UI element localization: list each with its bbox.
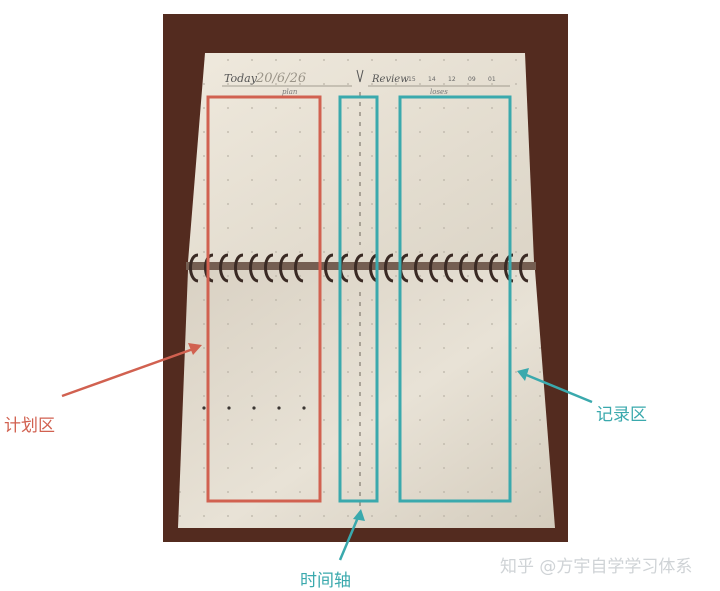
spiral-ring [429,253,439,283]
hour-label: 14 [428,76,436,83]
hour-label: 15 [408,76,416,83]
hour-label: 09 [468,76,476,83]
spiral-ring [354,253,364,283]
spiral-ring [489,253,499,283]
hour-label: 01 [488,76,496,83]
spiral-ring [234,253,244,283]
spiral-ring [384,253,394,283]
today-label: Today [224,72,258,85]
spiral-ring [459,253,469,283]
spiral-ring [414,253,424,283]
plan-area-label: 计划区 [4,416,55,436]
spiral-ring [219,253,229,283]
spiral-ring [279,253,289,283]
review-label: Review [371,74,409,85]
time-axis-label: 时间轴 [300,571,351,591]
time-axis-box [338,95,379,503]
spiral-ring [264,253,274,283]
spiral-ring [474,253,484,283]
spiral-ring [444,253,454,283]
hour-label: 12 [448,76,456,83]
record-area-label: 记录区 [596,405,647,425]
spiral-ring [324,253,334,283]
watermark: 知乎 @方宇自学学习体系 [500,557,693,577]
spiral-ring [294,253,304,283]
spiral-ring [204,253,214,283]
plan-label: plan [282,88,298,96]
record-area-box [398,95,512,503]
spiral-ring [189,253,199,283]
plan-arrow [61,346,197,398]
date-text: 20/6/26 [255,71,306,86]
record-arrow [523,372,593,404]
spiral-ring [249,253,259,283]
spiral-binding [189,253,529,283]
plan-area-box [206,95,322,503]
loses-label: loses [430,88,448,96]
spiral-ring [519,253,529,283]
time-axis-arrow [338,514,361,561]
